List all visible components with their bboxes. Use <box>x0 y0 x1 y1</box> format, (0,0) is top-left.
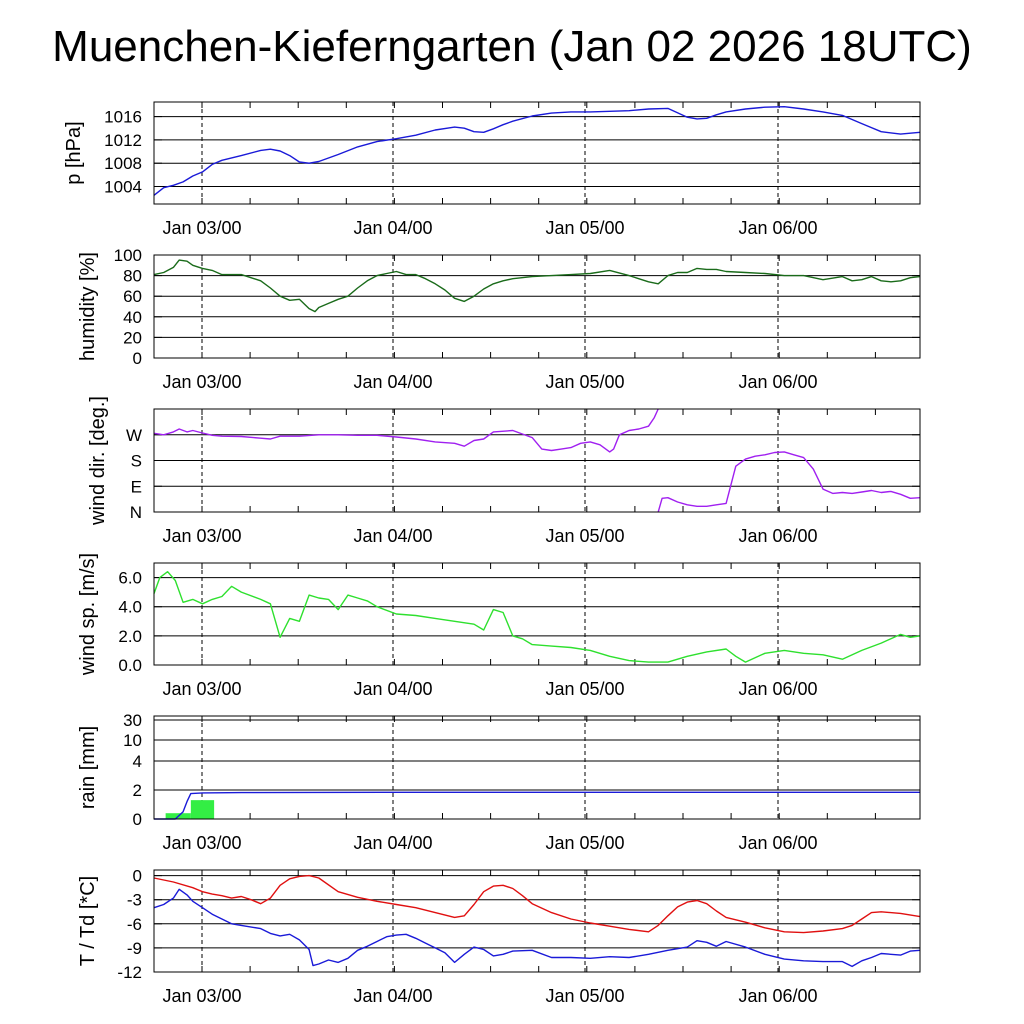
rain-xtick-label: Jan 04/00 <box>353 833 432 853</box>
pressure-ytick-label: 1012 <box>104 131 142 150</box>
wind-direction-series-line-1 <box>657 451 921 513</box>
pressure-series-line-0 <box>153 106 921 196</box>
temperature-ytick-label: -6 <box>127 915 142 934</box>
temperature-axis-label: T / Td [*C] <box>77 876 99 966</box>
humidity-plot-frame <box>153 254 921 359</box>
pressure-ytick-label: 1004 <box>104 178 142 197</box>
temperature-series-line-1 <box>153 888 921 968</box>
humidity-series-line-0 <box>153 259 921 313</box>
humidity-xtick-label: Jan 04/00 <box>353 372 432 392</box>
pressure-ytick-label: 1016 <box>104 108 142 127</box>
wind-direction-ytick-label: N <box>130 503 142 522</box>
temperature-xtick-label: Jan 05/00 <box>545 986 624 1006</box>
wind-direction-xtick-label: Jan 05/00 <box>545 526 624 546</box>
temperature-ytick-label: -9 <box>127 939 142 958</box>
humidity-ytick-label: 60 <box>123 287 142 306</box>
pressure-xtick-label: Jan 05/00 <box>545 218 624 238</box>
pressure-xtick-label: Jan 06/00 <box>738 218 817 238</box>
wind-speed-xtick-label: Jan 03/00 <box>162 679 241 699</box>
wind-speed-xtick-label: Jan 06/00 <box>738 679 817 699</box>
temperature-ytick-label: -3 <box>127 891 142 910</box>
temperature-ytick-label: -12 <box>117 963 142 982</box>
rain-series-line-0 <box>154 791 920 820</box>
temperature-ytick-label: 0 <box>133 867 142 886</box>
wind-direction-axis-label: wind dir. [deg.] <box>87 396 109 526</box>
humidity-ytick-label: 20 <box>123 328 142 347</box>
temperature-plot-frame <box>153 869 921 973</box>
chart-title: Muenchen-Kieferngarten (Jan 02 2026 18UT… <box>52 22 972 71</box>
humidity-ytick-label: 80 <box>123 267 142 286</box>
rain-xtick-label: Jan 06/00 <box>738 833 817 853</box>
pressure-plot-frame <box>153 101 921 205</box>
humidity-xtick-label: Jan 05/00 <box>545 372 624 392</box>
humidity-ytick-label: 0 <box>133 349 142 368</box>
wind-direction-ytick-label: S <box>131 452 142 471</box>
wind-direction-ytick-label: W <box>126 426 142 445</box>
temperature-series-line-0 <box>153 874 921 934</box>
rain-axis-label: rain [mm] <box>77 726 99 809</box>
rain-ytick-label: 0 <box>133 810 142 829</box>
rain-bar <box>190 800 215 819</box>
wind-direction-xtick-label: Jan 04/00 <box>353 526 432 546</box>
wind-speed-axis-label: wind sp. [m/s] <box>77 553 99 676</box>
wind-speed-ytick-label: 4.0 <box>118 598 142 617</box>
wind-direction-series-line-0 <box>153 408 659 453</box>
wind-speed-ytick-label: 2.0 <box>118 627 142 646</box>
humidity-xtick-label: Jan 03/00 <box>162 372 241 392</box>
rain-ytick-label: 10 <box>123 731 142 750</box>
pressure-xtick-label: Jan 03/00 <box>162 218 241 238</box>
pressure-ytick-label: 1008 <box>104 154 142 173</box>
humidity-axis-label: humidity [%] <box>77 252 99 361</box>
pressure-xtick-label: Jan 04/00 <box>353 218 432 238</box>
rain-xtick-label: Jan 05/00 <box>545 833 624 853</box>
humidity-ytick-label: 100 <box>114 246 142 265</box>
rain-ytick-label: 2 <box>133 781 142 800</box>
rain-plot-frame <box>153 715 921 820</box>
temperature-xtick-label: Jan 04/00 <box>353 986 432 1006</box>
rain-xtick-label: Jan 03/00 <box>162 833 241 853</box>
wind-speed-ytick-label: 6.0 <box>118 569 142 588</box>
temperature-xtick-label: Jan 03/00 <box>162 986 241 1006</box>
pressure-axis-label: p [hPa] <box>63 121 85 184</box>
wind-speed-plot-frame <box>153 562 921 666</box>
humidity-ytick-label: 40 <box>123 308 142 327</box>
wind-speed-ytick-label: 0.0 <box>118 656 142 675</box>
wind-direction-xtick-label: Jan 03/00 <box>162 526 241 546</box>
wind-direction-ytick-label: E <box>131 477 142 496</box>
humidity-xtick-label: Jan 06/00 <box>738 372 817 392</box>
wind-speed-xtick-label: Jan 04/00 <box>353 679 432 699</box>
wind-speed-xtick-label: Jan 05/00 <box>545 679 624 699</box>
temperature-xtick-label: Jan 06/00 <box>738 986 817 1006</box>
rain-ytick-label: 30 <box>123 711 142 730</box>
wind-direction-plot-frame <box>153 408 921 513</box>
wind-speed-series-line-0 <box>153 571 921 663</box>
wind-direction-xtick-label: Jan 06/00 <box>738 526 817 546</box>
rain-ytick-label: 4 <box>133 752 142 771</box>
